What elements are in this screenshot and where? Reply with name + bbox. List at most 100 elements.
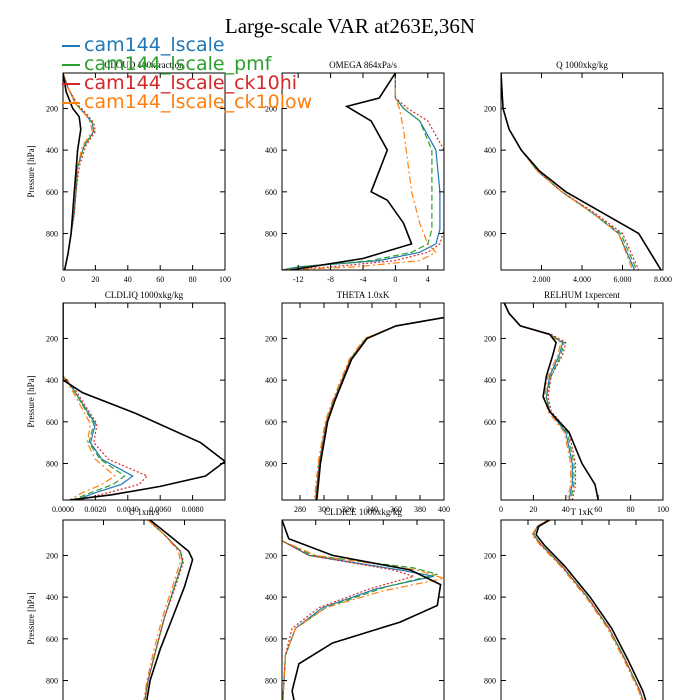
legend: cam144_lscale cam144_lscale_pmf cam144_l… (62, 36, 312, 112)
series-line-cam144-lscale-ck10low (313, 317, 444, 500)
series-line-cam144-lscale-ck10hi (63, 303, 149, 500)
panel-title: CLDICE 1000xkg/kg (324, 507, 402, 517)
x-tick-label: 100 (657, 505, 669, 514)
x-tick-label: 40 (562, 505, 570, 514)
series-line-reference (535, 520, 647, 700)
series-line-cam144-lscale-pmf (503, 303, 575, 500)
x-tick-label: 0.0000 (52, 505, 74, 514)
y-tick-label: 800 (484, 460, 496, 469)
y-tick-label: 200 (265, 104, 277, 113)
x-tick-label: 0 (61, 275, 65, 284)
x-tick-label: 4.000 (573, 275, 591, 284)
series-line-cam144-lscale-ck10hi (501, 73, 640, 270)
legend-item-cam144-lscale-ck10hi: cam144_lscale_ck10hi (62, 74, 312, 93)
x-tick-label: 8.000 (654, 275, 672, 284)
plot-frame (62, 302, 226, 501)
x-tick-label: 360 (390, 505, 402, 514)
series-line-reference (63, 73, 82, 270)
y-tick-label: 400 (484, 146, 496, 155)
series-line-cam144-lscale-ck10low (143, 520, 182, 700)
y-tick-label: 600 (265, 635, 277, 644)
legend-label: cam144_lscale (84, 34, 225, 56)
panel-title: CLOUD 100xfraction (104, 60, 184, 70)
x-tick-label: -12 (293, 275, 304, 284)
series-line-cam144-lscale (63, 303, 134, 500)
y-tick-label: 200 (46, 334, 58, 343)
y-tick-label: 400 (265, 376, 277, 385)
panel-title: CLDLIQ 1000xkg/kg (105, 290, 184, 300)
series-line-cam144-lscale-ck10low (282, 73, 437, 270)
y-axis-label: Pressure [hPa] (26, 375, 36, 427)
series-line-reference (501, 73, 662, 270)
panel-title: THETA 1.0xK (337, 290, 390, 300)
series-line-cam144-lscale-pmf (315, 317, 444, 500)
x-tick-label: 0.0080 (182, 505, 204, 514)
x-tick-label: 320 (342, 505, 354, 514)
y-tick-label: 600 (484, 635, 496, 644)
legend-item-cam144-lscale-ck10low: cam144_lscale_ck10low (62, 93, 312, 112)
series-line-reference (289, 73, 413, 270)
panel: 0 20 40 60 80 100 200 400 600 800 CLOUD 100xfracti… (26, 60, 231, 284)
panel: 280 300 320 340 360 380 400 200 400 600 800 THETA 1… (265, 290, 450, 514)
x-tick-label: -4 (360, 275, 367, 284)
x-tick-label: 6.000 (614, 275, 632, 284)
series-line-cam144-lscale (315, 317, 444, 500)
series-line-reference (282, 520, 442, 700)
plot-frame (281, 302, 445, 501)
x-tick-label: 0.0060 (149, 505, 171, 514)
plot-frame (62, 72, 226, 271)
series-line-cam144-lscale-pmf (144, 520, 184, 700)
plot-frame (500, 72, 664, 271)
series-line-cam144-lscale-ck10hi (503, 303, 577, 500)
series-line-cam144-lscale (282, 73, 441, 270)
series-line-reference (146, 520, 194, 700)
series-line-cam144-lscale-ck10hi (315, 317, 444, 500)
legend-label: cam144_lscale_ck10hi (84, 72, 298, 94)
figure-title: Large-scale VAR at263E,36N (224, 14, 476, 38)
x-tick-label: 60 (156, 275, 164, 284)
y-tick-label: 400 (265, 146, 277, 155)
series-line-cam144-lscale-pmf (282, 520, 438, 700)
panel: 180200220240260280300200400600800T 1xK (484, 507, 664, 700)
y-tick-label: 400 (265, 593, 277, 602)
series-line-cam144-lscale (282, 520, 435, 700)
series-line-cam144-lscale-ck10low (63, 73, 93, 270)
series-line-cam144-lscale-ck10low (531, 520, 643, 700)
x-tick-label: 80 (627, 505, 635, 514)
y-tick-label: 600 (46, 635, 58, 644)
plot-frame (281, 519, 445, 700)
y-axis-label: Pressure [hPa] (26, 592, 36, 644)
x-tick-label: 60 (594, 505, 602, 514)
panel-title: RELHUM 1xpercent (544, 290, 620, 300)
plot-frame (500, 519, 664, 700)
plot-frame (62, 519, 226, 700)
legend-item-cam144-lscale: cam144_lscale (62, 36, 312, 55)
y-tick-label: 800 (46, 460, 58, 469)
y-tick-label: 800 (265, 460, 277, 469)
plot-frame (500, 302, 664, 501)
x-tick-label: 40 (124, 275, 132, 284)
y-tick-label: 800 (46, 230, 58, 239)
x-tick-label: 300 (318, 505, 330, 514)
x-tick-label: 100 (219, 275, 231, 284)
series-line-cam144-lscale-pmf (63, 303, 126, 500)
series-line-cam144-lscale (501, 73, 636, 270)
y-tick-label: 400 (46, 593, 58, 602)
y-tick-label: 200 (265, 334, 277, 343)
x-tick-label: 400 (438, 505, 450, 514)
series-line-reference (503, 303, 599, 500)
x-tick-label: 80 (189, 275, 197, 284)
series-line-cam144-lscale (503, 303, 573, 500)
panel-title: OMEGA 864xPa/s (329, 60, 397, 70)
series-line-reference (316, 316, 444, 500)
y-tick-label: 200 (265, 551, 277, 560)
legend-swatch (62, 44, 80, 47)
y-tick-label: 600 (484, 418, 496, 427)
series-line-cam144-lscale-ck10low (503, 303, 572, 500)
series-line-cam144-lscale-ck10hi (282, 520, 416, 700)
series-line-cam144-lscale-ck10low (501, 73, 634, 270)
legend-item-cam144-lscale-pmf: cam144_lscale_pmf (62, 55, 312, 74)
x-tick-label: 0 (499, 505, 503, 514)
y-tick-label: 600 (46, 418, 58, 427)
